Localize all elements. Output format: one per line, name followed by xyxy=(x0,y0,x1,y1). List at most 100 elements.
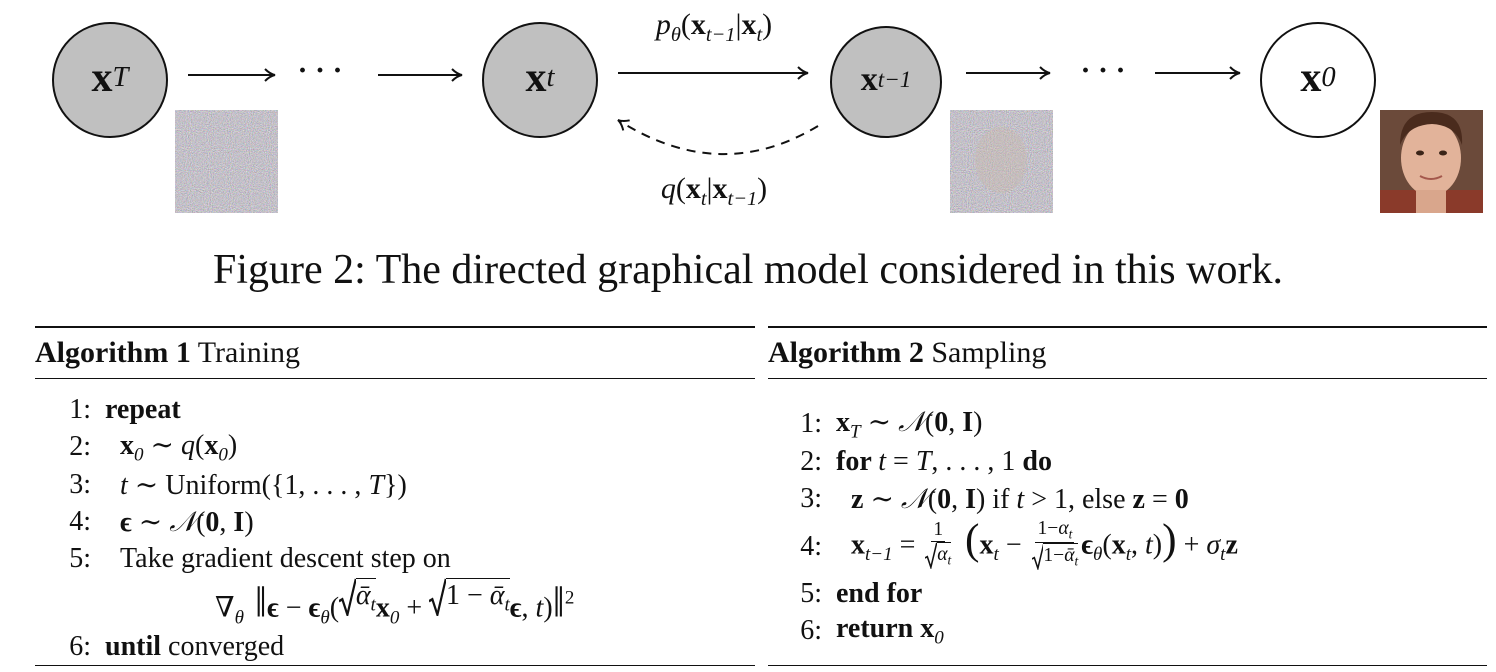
math-i: p xyxy=(655,8,671,41)
node-circle xyxy=(52,22,168,138)
math-sub: 0 xyxy=(934,627,944,649)
math-big: ‖ xyxy=(552,578,565,627)
algorithm-line: 1: repeat xyxy=(51,391,755,428)
algorithm-line: 5: Take gradient descent step on xyxy=(51,541,755,578)
algorithm-line: 6: return x0 xyxy=(782,613,1487,650)
math-sub: t xyxy=(370,594,376,616)
math-r: = xyxy=(1144,484,1175,516)
math-r: ) xyxy=(757,172,768,205)
math-r: + xyxy=(399,592,430,624)
math-i: t xyxy=(1016,484,1025,516)
line-number: 6: xyxy=(69,631,91,663)
line-content: end for xyxy=(836,578,922,610)
line-content: xT ∼ 𝒩(0, I) xyxy=(836,405,982,444)
radical-sign xyxy=(925,542,938,569)
math-sup: 2 xyxy=(564,587,575,608)
math-r: ) xyxy=(762,8,773,41)
math-b: I xyxy=(233,507,245,539)
math-b: x xyxy=(851,529,865,561)
math-b: x xyxy=(204,430,219,461)
math-b: ϵ xyxy=(120,507,132,539)
math-r: ( xyxy=(927,484,938,516)
line-number: 2: xyxy=(69,431,91,463)
math-r: ) xyxy=(227,430,238,461)
line-content: x0 ∼ q(x0) xyxy=(120,428,237,467)
line-number: 1: xyxy=(800,408,822,440)
radicand: 1−ᾱt xyxy=(1043,543,1079,570)
math-i: t xyxy=(535,592,544,624)
algorithm-box: Algorithm 2 Sampling 1: xT ∼ 𝒩(0, I) 2: for … xyxy=(768,326,1487,666)
node-circle xyxy=(830,26,942,138)
algorithm-line: 2: x0 ∼ q(x0) xyxy=(51,428,755,467)
math-sub: t xyxy=(1068,526,1073,542)
math-r: ( xyxy=(675,172,686,205)
math-r: ) xyxy=(543,592,553,624)
math-sub: t−1 xyxy=(877,66,912,93)
math-b: 0 xyxy=(937,484,952,516)
math-big: ( xyxy=(954,515,980,564)
denominator: 1−ᾱt xyxy=(1031,543,1079,576)
math-b: do xyxy=(1022,446,1052,478)
math-b: I xyxy=(965,484,976,516)
fraction: 1 αt xyxy=(925,518,952,575)
math-b: x xyxy=(860,61,878,98)
line-number: 6: xyxy=(800,615,822,647)
math-r: ( xyxy=(1102,529,1112,561)
math-r: ∼ xyxy=(863,484,901,516)
math-i: q xyxy=(660,172,676,205)
math-r: , xyxy=(951,484,966,516)
math-b: return xyxy=(836,613,921,645)
math-r: | xyxy=(735,8,742,41)
math-sub: 0 xyxy=(389,606,400,628)
math-sub: t−1 xyxy=(705,24,736,47)
algorithm-lines: 1: xT ∼ 𝒩(0, I) 2: for t = T, . . . , 1 do 3… xyxy=(768,379,1487,650)
math-r: ∼ Uniform({1, . . . , xyxy=(127,470,369,502)
math-b: x xyxy=(91,55,113,101)
math-r: ( xyxy=(194,430,205,461)
math-r: , xyxy=(1131,529,1145,561)
math-b: x xyxy=(836,407,850,438)
math-b: ϵ xyxy=(509,592,522,624)
forward-label: q(xt|xt−1) xyxy=(661,172,767,211)
math-sub: t xyxy=(756,24,763,47)
math-i: α xyxy=(937,543,948,565)
math-b: 0 xyxy=(205,507,220,539)
math-r: ) xyxy=(1152,529,1163,561)
algorithm-lines: 1: repeat 2: x0 ∼ q(x0) 3: t ∼ Uniform({1, . … xyxy=(35,379,755,666)
math-b: x xyxy=(525,55,547,101)
math-b: x xyxy=(685,172,701,205)
radical-sign xyxy=(429,578,446,617)
math-b: x xyxy=(120,430,134,461)
node-circle xyxy=(482,22,598,138)
ellipsis: · · · xyxy=(1080,54,1126,87)
math-b: x xyxy=(375,592,390,624)
math-i: ᾱ xyxy=(489,579,505,611)
radicand: αt xyxy=(937,541,952,569)
radicand: 1 − ᾱt xyxy=(445,577,510,617)
math-r: − xyxy=(278,592,309,624)
math-b: x xyxy=(979,529,994,561)
algorithm-box: Algorithm 1 Training 1: repeat 2: x0 ∼ q(x0)… xyxy=(35,326,755,666)
algorithm-line: 2: for t = T, . . . , 1 do xyxy=(782,444,1487,481)
math-sub: t−1 xyxy=(727,188,758,211)
math-b: z xyxy=(1225,529,1238,561)
line-number: 4: xyxy=(69,506,91,538)
algorithm-header: Algorithm 1 Training xyxy=(35,328,755,379)
math-i: ᾱ xyxy=(355,579,371,611)
algorithm-name: Training xyxy=(190,336,301,369)
algorithm-line: 5: end for xyxy=(782,576,1487,613)
caption: Figure 2: The directed graphical model c… xyxy=(213,247,1283,293)
math-i: σ xyxy=(1206,529,1221,561)
line-content: Take gradient descent step on xyxy=(120,543,451,575)
math-r: ) xyxy=(973,407,983,438)
math-sub: T xyxy=(850,421,861,443)
radical-sign xyxy=(339,578,356,617)
math-r: , xyxy=(219,507,234,539)
math-r: ) xyxy=(244,507,254,539)
math-r: }) xyxy=(384,470,407,502)
math-r: ∼ xyxy=(131,507,170,539)
math-r: 1 xyxy=(933,518,944,540)
